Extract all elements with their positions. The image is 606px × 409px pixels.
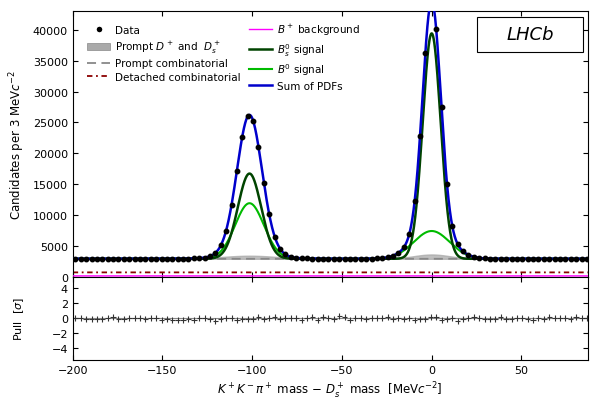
Y-axis label: Candidates per 3 MeV$c^{-2}$: Candidates per 3 MeV$c^{-2}$	[8, 70, 27, 220]
Legend: Data, Prompt $D^+$ and  $D_s^+$, Prompt combinatorial, Detached combinatorial, $: Data, Prompt $D^+$ and $D_s^+$, Prompt c…	[83, 19, 365, 96]
X-axis label: $K^+K^-\pi^+$ mass $-$ $D_s^+$ mass  [MeV$c^{-2}$]: $K^+K^-\pi^+$ mass $-$ $D_s^+$ mass [MeV…	[218, 380, 443, 400]
Y-axis label: Pull  [$\sigma$]: Pull [$\sigma$]	[13, 297, 27, 340]
FancyBboxPatch shape	[477, 18, 582, 53]
Text: LHCb: LHCb	[507, 26, 554, 44]
